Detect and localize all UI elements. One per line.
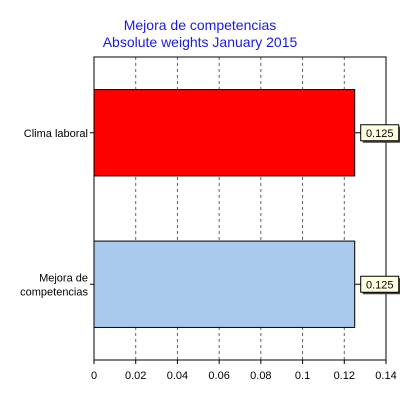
x-tick-label: 0 — [91, 370, 97, 382]
x-tick-label: 0.14 — [375, 370, 396, 382]
x-tick-label: 0.12 — [334, 370, 355, 382]
x-tick-label: 0.02 — [125, 370, 146, 382]
category-label: Mejora de competencias — [20, 272, 88, 298]
chart-title: Mejora de competencias — [124, 17, 277, 33]
x-tick-label: 0.1 — [295, 370, 310, 382]
data-label: 0.125 — [366, 128, 394, 140]
chart-subtitle: Absolute weights January 2015 — [103, 34, 298, 50]
bar — [93, 89, 356, 177]
x-tick-label: 0.06 — [208, 370, 229, 382]
bar — [93, 240, 356, 328]
plot-frame — [93, 56, 387, 361]
category-label: Clima laboral — [24, 128, 88, 140]
x-tick-label: 0.04 — [167, 370, 188, 382]
data-label-box — [360, 124, 400, 142]
data-label: 0.125 — [366, 279, 394, 291]
data-label-box — [360, 275, 400, 293]
x-tick-label: 0.08 — [250, 370, 271, 382]
axes: 0 0.02 0.04 0.06 0.08 0.1 0.12 0.14 Clima labora… — [20, 56, 397, 382]
bars — [93, 89, 356, 328]
data-labels: 0.125 0.125 — [354, 124, 400, 295]
